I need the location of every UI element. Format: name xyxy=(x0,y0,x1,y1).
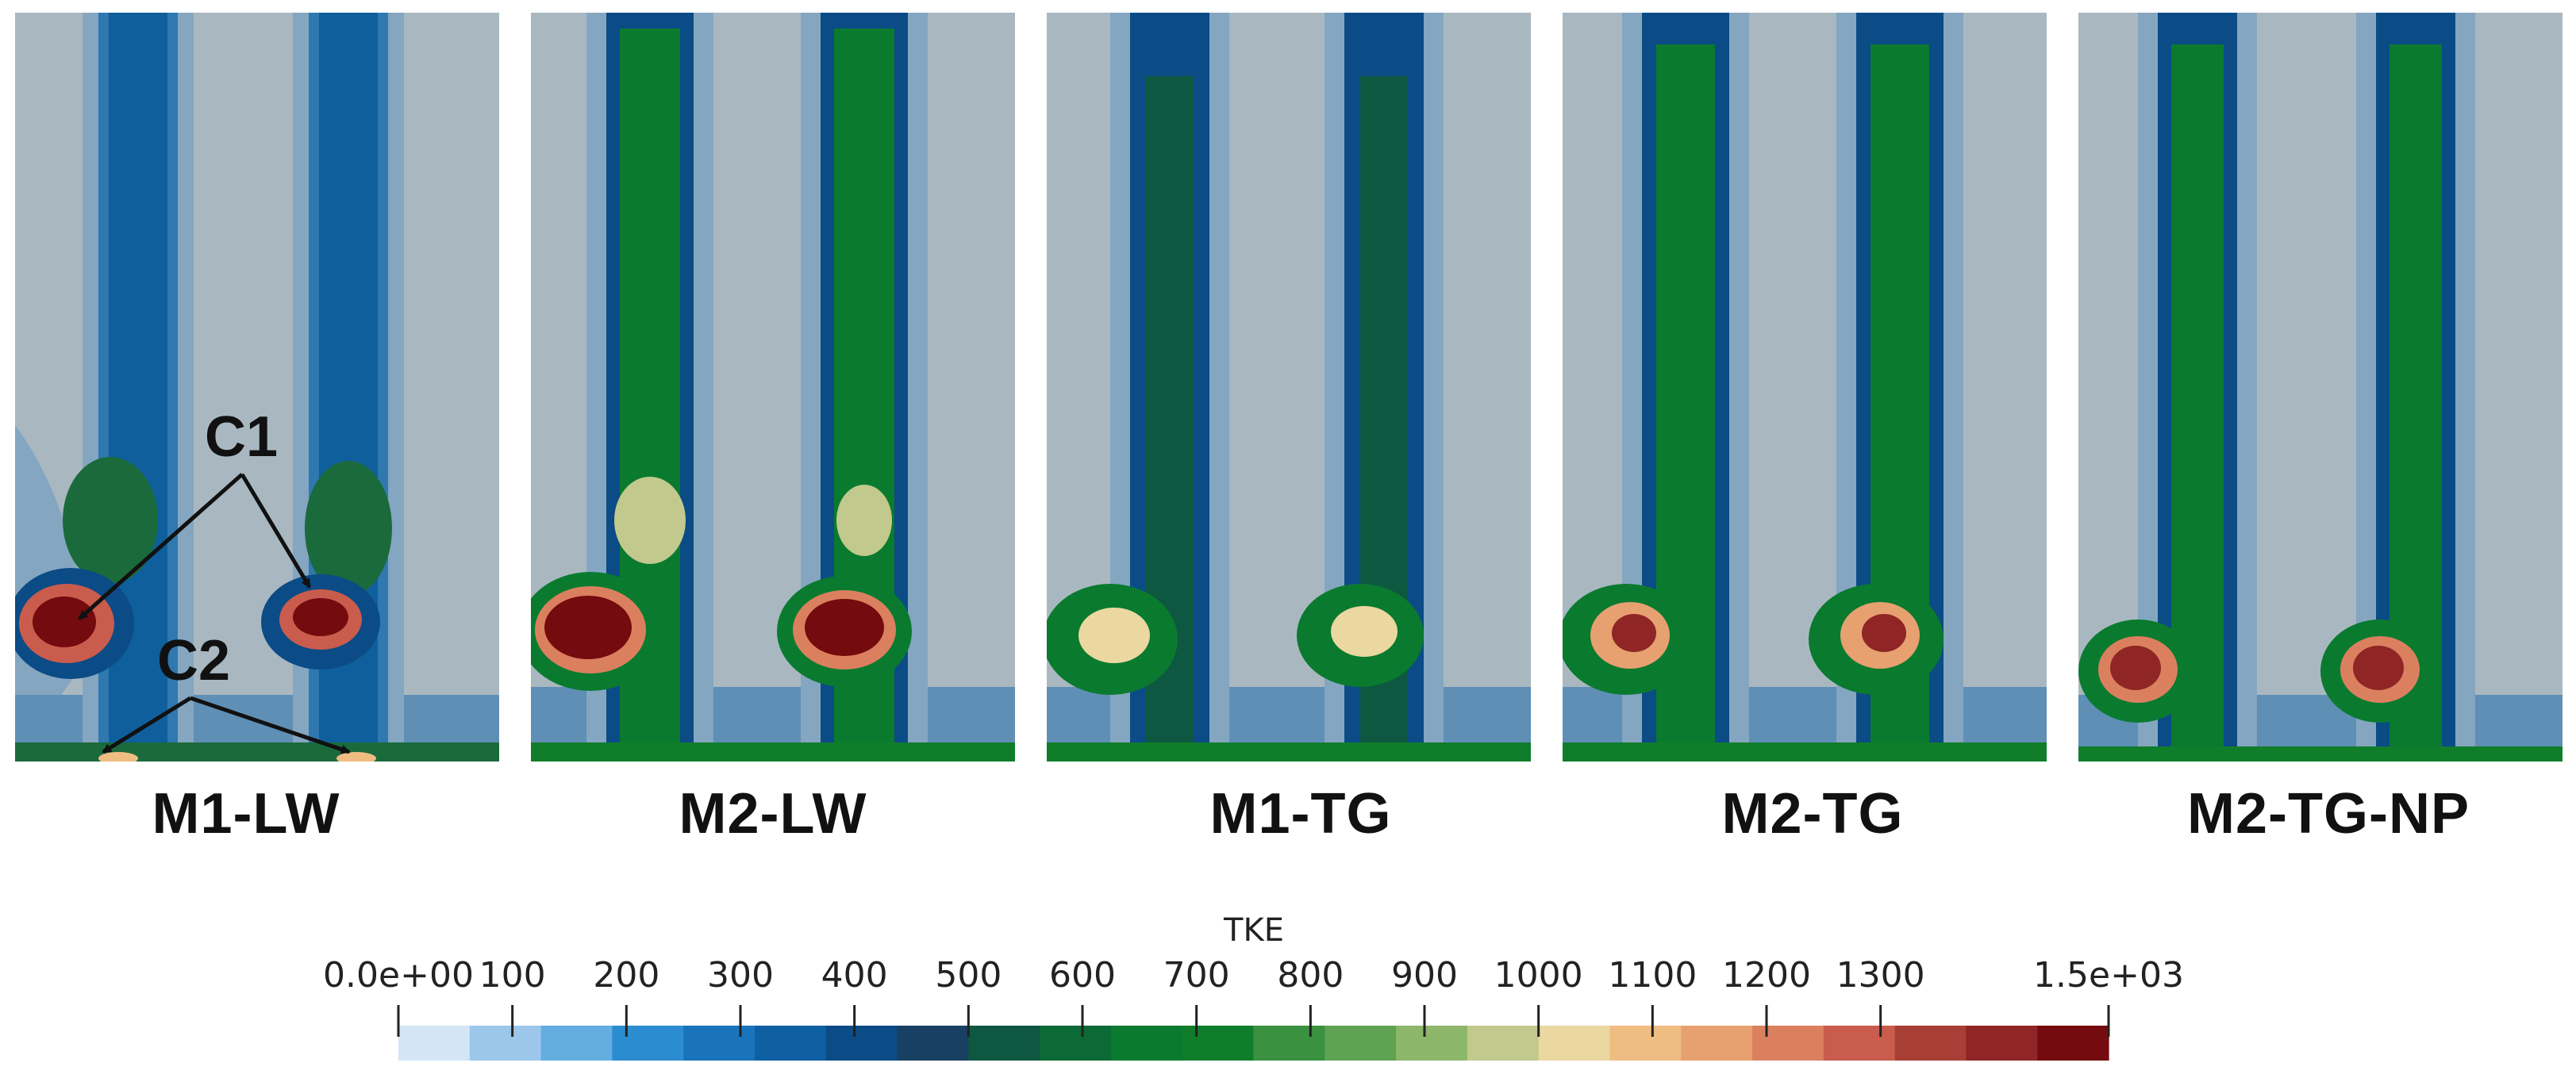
colorbar-segment xyxy=(754,1026,827,1061)
colorbar-segment xyxy=(968,1026,1040,1061)
colorbar-segment xyxy=(612,1026,684,1061)
panel-label-m1-tg: M1-TG xyxy=(1209,782,1392,846)
colorbar xyxy=(397,1005,2110,1061)
colorbar-tick-label: 100 xyxy=(479,955,546,996)
colorbar-tick-label: 700 xyxy=(1163,955,1230,996)
colorbar-tick-label: 1200 xyxy=(1722,955,1811,996)
colorbar-segment xyxy=(683,1026,755,1061)
colorbar-segment xyxy=(1609,1026,1682,1061)
panel-label-m2-tg: M2-TG xyxy=(1721,782,1904,846)
colorbar-segment xyxy=(1681,1026,1753,1061)
colorbar-segment xyxy=(1182,1026,1255,1061)
colorbar-segment xyxy=(1253,1026,1325,1061)
tke-contour-m1-tg xyxy=(1047,13,1531,762)
tke-contour-m1-lw xyxy=(15,13,499,762)
tke-contour-m2-tg-np xyxy=(2078,13,2563,762)
tke-contour-m2-lw xyxy=(531,13,1015,762)
colorbar-segment xyxy=(1966,1026,2038,1061)
colorbar-tick-label: 0.0e+00 xyxy=(323,955,474,996)
colorbar-title: TKE xyxy=(1224,912,1284,949)
colorbar-tick-label: 500 xyxy=(935,955,1002,996)
colorbar-segment xyxy=(825,1026,898,1061)
colorbar-segment xyxy=(1894,1026,1967,1061)
colorbar-segment xyxy=(897,1026,969,1061)
panel-m2-lw xyxy=(531,13,1015,762)
annotation-c1: C1 xyxy=(205,405,279,469)
panel-m2-tg xyxy=(1563,13,2047,762)
colorbar-segment xyxy=(1396,1026,1468,1061)
colorbar-segment xyxy=(1325,1026,1397,1061)
colorbar-tick-label: 1300 xyxy=(1836,955,1925,996)
colorbar-segment xyxy=(2037,1026,2109,1061)
tke-contour-m2-tg xyxy=(1563,13,2047,762)
colorbar-tick-label: 1.5e+03 xyxy=(2033,955,2184,996)
colorbar-segment xyxy=(540,1026,613,1061)
panel-label-m1-lw: M1-LW xyxy=(152,782,340,846)
colorbar-tick-label: 900 xyxy=(1391,955,1458,996)
colorbar-segment xyxy=(1752,1026,1824,1061)
colorbar-segment xyxy=(1467,1026,1540,1061)
colorbar-tick-label: 1100 xyxy=(1608,955,1697,996)
colorbar-tick-label: 300 xyxy=(707,955,774,996)
colorbar-segment xyxy=(398,1026,471,1061)
colorbar-tick-label: 200 xyxy=(593,955,660,996)
colorbar-tick-label: 600 xyxy=(1049,955,1116,996)
panel-m1-tg xyxy=(1047,13,1531,762)
colorbar-tick-label: 1000 xyxy=(1494,955,1583,996)
colorbar-segment xyxy=(1823,1026,1896,1061)
colorbar-segment xyxy=(1040,1026,1112,1061)
colorbar-segment xyxy=(469,1026,542,1061)
colorbar-segment xyxy=(1110,1026,1183,1061)
panel-m1-lw xyxy=(15,13,499,762)
colorbar-segment xyxy=(1538,1026,1611,1061)
annotation-c2: C2 xyxy=(157,629,231,692)
panel-label-m2-tg-np: M2-TG-NP xyxy=(2187,782,2470,846)
colorbar-tick-label: 800 xyxy=(1277,955,1344,996)
colorbar-tick-label: 400 xyxy=(821,955,888,996)
panel-m2-tg-np xyxy=(2078,13,2563,762)
panel-label-m2-lw: M2-LW xyxy=(679,782,867,846)
